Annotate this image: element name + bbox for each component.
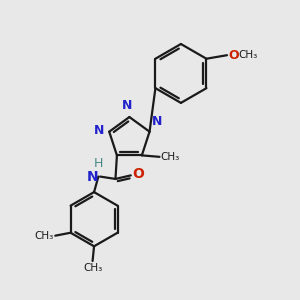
Text: CH₃: CH₃ [160,152,180,162]
Text: N: N [152,115,162,128]
Text: N: N [87,169,98,184]
Text: O: O [228,49,239,62]
Text: CH₃: CH₃ [238,50,257,60]
Text: O: O [133,167,144,181]
Text: N: N [94,124,104,137]
Text: N: N [122,99,132,112]
Text: CH₃: CH₃ [83,263,102,273]
Text: H: H [94,157,103,170]
Text: CH₃: CH₃ [35,231,54,241]
